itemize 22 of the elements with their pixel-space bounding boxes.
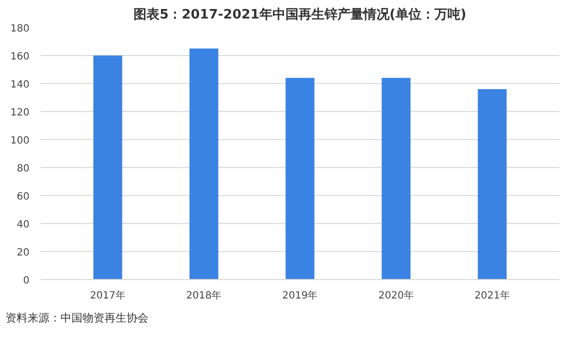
bar xyxy=(478,89,507,280)
y-tick-label: 180 xyxy=(10,24,30,34)
x-tick-label: 2018年 xyxy=(186,290,222,302)
x-tick-label: 2020年 xyxy=(378,290,414,302)
bar xyxy=(286,78,314,280)
x-tick-label: 2021年 xyxy=(474,290,510,302)
bar xyxy=(93,56,122,280)
x-tick-label: 2019年 xyxy=(282,290,318,302)
y-tick-label: 0 xyxy=(23,276,30,286)
x-tick-label: 2017年 xyxy=(90,290,126,302)
y-tick-label: 20 xyxy=(16,248,30,258)
y-tick-label: 60 xyxy=(16,192,30,202)
bar xyxy=(189,48,218,280)
y-tick-label: 100 xyxy=(10,136,30,146)
bar xyxy=(382,78,411,280)
y-tick-label: 140 xyxy=(10,80,30,90)
y-tick-label: 160 xyxy=(10,52,30,62)
text: 资料来源：中国物资再生协会 xyxy=(6,312,148,324)
y-tick-label: 80 xyxy=(16,164,30,174)
chart-title: 图表5：2017-2021年中国再生锌产量情况(单位：万吨) xyxy=(134,6,466,22)
y-tick-label: 120 xyxy=(10,108,30,118)
y-tick-label: 40 xyxy=(16,220,30,230)
